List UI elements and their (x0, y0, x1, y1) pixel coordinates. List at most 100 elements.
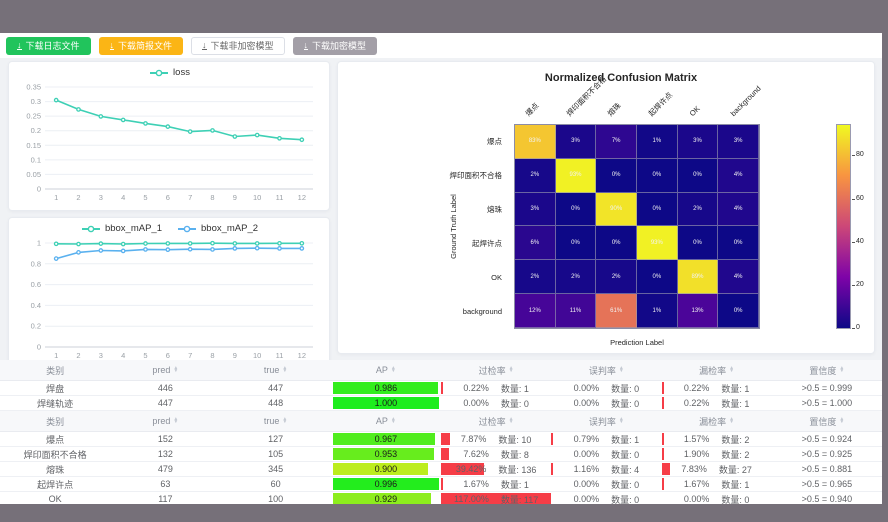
svg-text:1: 1 (54, 193, 58, 202)
cm-cell: 11% (555, 294, 597, 328)
caret-up-icon: ▲ (618, 364, 624, 371)
cell-misjudge-rate: 0.00% 数量: 0 (551, 492, 661, 504)
caret-down-icon: ▼ (282, 368, 288, 374)
ap-bar (332, 448, 434, 460)
rate-text: 0.00% 数量: 0 (551, 382, 661, 395)
sort-caret[interactable]: ▲ ▼ (508, 365, 514, 374)
svg-text:11: 11 (276, 351, 284, 360)
rate-bar (661, 433, 664, 445)
ap-bar (332, 478, 439, 490)
legend-item-loss[interactable]: loss (148, 67, 190, 78)
rate-percent: 1.57% (683, 434, 710, 444)
colorbar-tick: 80 (852, 151, 864, 159)
sort-caret[interactable]: ▲ ▼ (839, 365, 844, 374)
rate-percent: 0.79% (573, 434, 600, 444)
legend-label: loss (173, 67, 190, 78)
ap-bar (332, 433, 436, 445)
svg-text:3: 3 (99, 193, 103, 202)
ap-bar (332, 397, 439, 409)
sort-caret[interactable]: ▲ ▼ (282, 416, 287, 425)
sort-caret[interactable]: ▲ ▼ (839, 416, 844, 425)
sort-caret[interactable]: ▲ ▼ (729, 415, 735, 425)
ap-bar-track: 0.986 (332, 382, 439, 394)
svg-text:0.4: 0.4 (31, 301, 41, 310)
legend-item-bbox_mAP_2[interactable]: bbox_mAP_2 (176, 223, 258, 234)
cell-miss-rate: 0.00% 数量: 0 (662, 492, 772, 504)
button-label: 下载加密模型 (312, 41, 367, 51)
column-header-过检率: 过检率 ▲ ▼ (441, 411, 551, 431)
rate-percent: 7.87% (460, 434, 487, 444)
caret-down-icon: ▼ (508, 368, 514, 374)
download-log-button[interactable]: ↓ 下载日志文件 (6, 36, 91, 55)
svg-text:9: 9 (233, 193, 237, 202)
ap-value: 0.967 (374, 434, 398, 444)
sort-caret[interactable]: ▲ ▼ (618, 364, 624, 374)
cell-confidence: >0.5 = 0.940 (801, 494, 853, 504)
confusion-matrix-colorbar (836, 124, 851, 329)
download-brief-button[interactable]: ↓ 下载简报文件 (98, 36, 184, 55)
rate-percent: 0.00% (683, 494, 710, 504)
sort-caret[interactable]: ▲ ▼ (390, 416, 396, 425)
sort-caret[interactable]: ▲ ▼ (729, 365, 734, 374)
cm-cell: 93% (637, 226, 678, 261)
rate-count: 数量: 4 (611, 464, 640, 475)
cm-cell: 2% (596, 260, 637, 295)
svg-text:1: 1 (37, 239, 41, 248)
rate-percent: 0.00% (573, 494, 600, 504)
column-header-label: AP (375, 365, 388, 375)
cell-name: 熔珠 (46, 464, 65, 475)
rate-text: 0.22% 数量: 1 (441, 382, 551, 395)
rate-bar (661, 382, 664, 394)
dashboard-page: ↓ 下载日志文件 ↓ 下载简报文件 ↓ 下载非加密模型 ↓ 下载加密模型 loss 0 0.05… (0, 33, 882, 504)
cell-misjudge-rate: 0.00% 数量: 0 (551, 396, 661, 410)
ap-bar (332, 493, 432, 504)
sort-caret[interactable]: ▲ ▼ (619, 416, 624, 425)
svg-text:4: 4 (121, 351, 125, 360)
cm-cell: 0% (555, 226, 597, 261)
cm-cell: 4% (718, 192, 759, 227)
legend-line-icon (150, 69, 169, 76)
classes-table: 类别 pred ▲ ▼ true ▲ ▼ AP ▲ ▼ 过检率 ▲ ▼ 误判率 ▲ ▼ 漏检率 ▲ ▼ 置信度 ▲ ▼ 爆点… (0, 411, 882, 504)
download-plain-model-button[interactable]: ↓ 下载非加密模型 (191, 36, 285, 55)
cell-pred: 446 (157, 383, 173, 393)
column-header-误判率: 误判率 ▲ ▼ (551, 360, 661, 380)
caret-down-icon: ▼ (390, 419, 396, 425)
column-header-AP: AP ▲ ▼ (331, 360, 441, 380)
rate-count: 数量: 1 (721, 479, 750, 490)
cm-row-label: 焊印面积不合格 (449, 170, 503, 180)
sort-caret[interactable]: ▲ ▼ (282, 365, 288, 374)
rate-count: 数量: 0 (611, 479, 640, 490)
svg-text:5: 5 (143, 193, 147, 202)
cell-pred: 132 (157, 449, 173, 459)
cm-cell: 3% (677, 125, 719, 159)
download-icon: ↓ (202, 40, 207, 50)
rate-percent: 0.00% (573, 479, 600, 489)
sort-caret[interactable]: ▲ ▼ (391, 365, 396, 374)
cm-cell: 0% (637, 260, 678, 295)
cm-cell: 0% (596, 226, 637, 261)
svg-text:2: 2 (76, 351, 80, 360)
rate-count: 数量: 136 (498, 464, 537, 475)
rate-text: 0.22% 数量: 1 (662, 382, 772, 395)
cm-cell: 61% (596, 294, 637, 328)
caret-up-icon: ▲ (729, 415, 735, 422)
svg-text:0.15: 0.15 (26, 141, 41, 150)
rate-text: 39.42% 数量: 136 (441, 463, 551, 476)
download-encrypted-model-button[interactable]: ↓ 下载加密模型 (292, 36, 378, 55)
svg-text:0: 0 (37, 343, 41, 352)
cell-overdetect-rate: 7.87% 数量: 10 (441, 432, 551, 446)
sort-caret[interactable]: ▲ ▼ (173, 416, 178, 425)
column-header-label: pred (152, 365, 171, 375)
rate-text: 7.62% 数量: 8 (441, 448, 551, 461)
legend-item-bbox_mAP_1[interactable]: bbox_mAP_1 (80, 223, 162, 234)
cell-pred: 479 (157, 464, 173, 474)
summary-table: 类别 pred ▲ ▼ true ▲ ▼ AP ▲ ▼ 过检率 ▲ ▼ 误判率 ▲ ▼ 漏检率 ▲ ▼ 置信度 ▲ ▼ 焊盘… (0, 360, 882, 411)
sort-caret[interactable]: ▲ ▼ (173, 365, 178, 374)
cell-name: 起焊许点 (37, 479, 74, 490)
colorbar-tick: 60 (852, 194, 864, 202)
rate-text: 0.00% 数量: 0 (441, 397, 551, 410)
column-header-label: 类别 (46, 365, 65, 376)
rate-count: 数量: 0 (611, 449, 640, 460)
rate-count: 数量: 1 (721, 383, 750, 394)
sort-caret[interactable]: ▲ ▼ (509, 416, 514, 425)
